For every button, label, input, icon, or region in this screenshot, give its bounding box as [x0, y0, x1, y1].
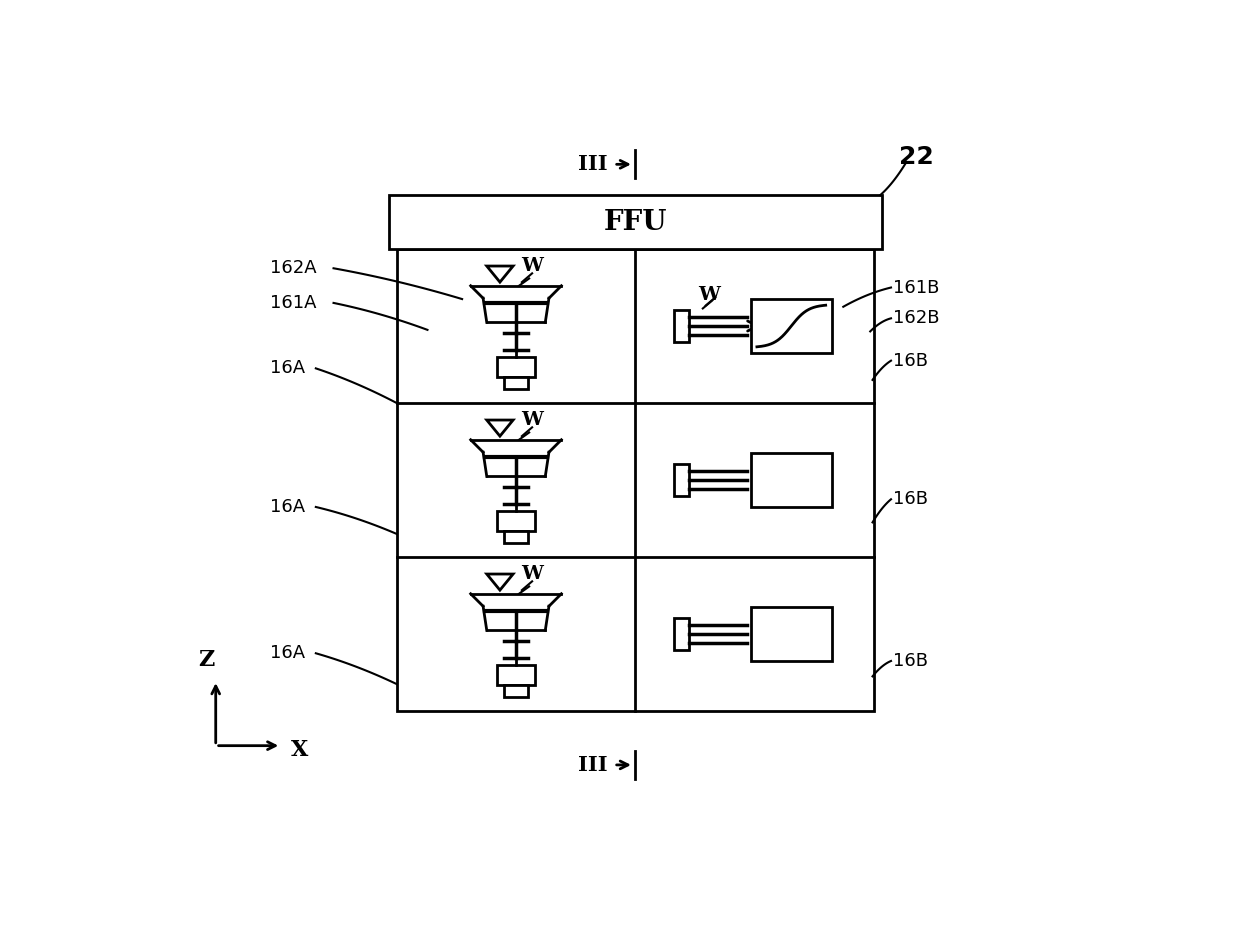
Bar [674, 464, 689, 496]
Text: 161B: 161B [893, 279, 939, 297]
Text: 16B: 16B [893, 490, 928, 508]
Text: 162B: 162B [893, 310, 940, 327]
Bar [396, 249, 873, 711]
Bar [751, 606, 831, 661]
Text: 16A: 16A [270, 359, 305, 377]
Text: Z: Z [198, 649, 214, 671]
Text: W: W [522, 565, 543, 583]
Text: 161A: 161A [270, 294, 316, 312]
Bar [497, 356, 535, 377]
Bar [674, 618, 689, 650]
Text: III: III [579, 755, 608, 775]
Text: 16B: 16B [893, 352, 928, 369]
Bar [751, 453, 831, 508]
Bar [497, 664, 535, 685]
Text: W: W [522, 257, 543, 275]
Text: 16B: 16B [893, 652, 928, 670]
Text: 162A: 162A [270, 259, 316, 277]
Text: 22: 22 [900, 145, 934, 169]
Text: III: III [579, 154, 608, 174]
Bar [504, 377, 528, 389]
Bar [674, 310, 689, 342]
Text: X: X [290, 739, 307, 760]
Bar [504, 531, 528, 543]
Text: 16A: 16A [270, 645, 305, 662]
Text: W: W [699, 286, 720, 304]
Polygon shape [487, 420, 513, 436]
Text: 16A: 16A [270, 498, 305, 516]
Text: W: W [522, 411, 543, 429]
Text: FFU: FFU [603, 209, 667, 235]
Bar [751, 299, 831, 354]
Bar [504, 685, 528, 697]
Bar [389, 195, 882, 249]
Polygon shape [487, 574, 513, 591]
Bar [497, 510, 535, 531]
Polygon shape [487, 266, 513, 282]
